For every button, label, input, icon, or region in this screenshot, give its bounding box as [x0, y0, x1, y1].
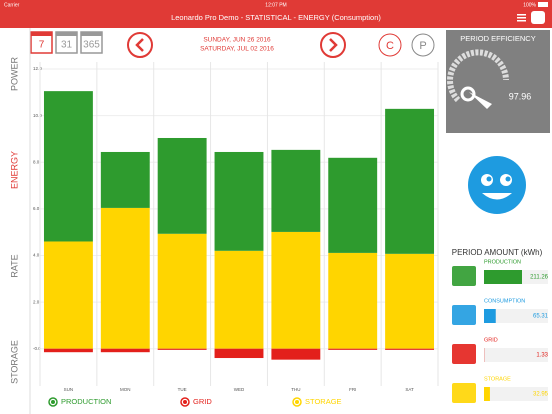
- bar-segment: [328, 252, 378, 349]
- smiley: [468, 156, 526, 214]
- bar-segment: [385, 108, 435, 254]
- x-tick-label: SUN: [64, 387, 74, 392]
- bar-segment: [271, 231, 321, 349]
- header-title: Leonardo Pro Demo - STATISTICAL - ENERGY…: [171, 13, 381, 22]
- amount-value: 211.26: [530, 275, 549, 281]
- menu-icon[interactable]: [517, 14, 526, 22]
- efficiency-box: [446, 30, 550, 133]
- bar-segment: [271, 149, 321, 232]
- y-tick-label: -0.0: [33, 346, 41, 351]
- amount-name: PRODUCTION: [484, 259, 521, 265]
- bar-segment: [100, 348, 150, 353]
- next-button[interactable]: [320, 32, 346, 58]
- period-icon-top: [81, 32, 102, 36]
- sidebar-item[interactable]: POWER: [9, 57, 19, 92]
- legend-label: STORAGE: [305, 397, 342, 406]
- amount-bar: [484, 387, 490, 401]
- amount-value: 65.31: [533, 314, 549, 320]
- amount-track: [484, 348, 548, 362]
- bar-segment: [43, 348, 93, 353]
- period-label: 365: [83, 40, 100, 51]
- y-tick-label: 4.0: [33, 253, 40, 258]
- x-tick-label: TUE: [178, 387, 187, 392]
- amount-name: GRID: [484, 337, 498, 343]
- x-tick-label: THU: [291, 387, 300, 392]
- p-label: P: [419, 40, 426, 52]
- y-tick-label: 10.0: [33, 113, 42, 118]
- amount-name: STORAGE: [484, 376, 511, 382]
- sidebar-item[interactable]: STORAGE: [9, 340, 19, 384]
- sidebar-item[interactable]: RATE: [9, 254, 19, 277]
- gauge-arc: [447, 49, 509, 103]
- bar-segment: [157, 137, 207, 234]
- c-label: C: [386, 40, 394, 52]
- bar-segment: [385, 253, 435, 349]
- amount-icon: [452, 266, 476, 286]
- amount-value: 32.95: [533, 392, 549, 398]
- amount-icon: [452, 305, 476, 325]
- amount-bar: [484, 309, 496, 323]
- amount-track: [484, 309, 548, 323]
- date-from: SUNDAY, JUN 26 2016: [203, 37, 271, 44]
- date-to: SATURDAY, JUL 02 2016: [200, 46, 274, 53]
- carrier: Carrier: [4, 2, 20, 8]
- bar-segment: [100, 207, 150, 349]
- prev-arrow: [135, 38, 144, 52]
- smiley-mouth: [482, 193, 512, 200]
- period-icon-top: [56, 32, 77, 36]
- amount-icon: [452, 344, 476, 364]
- bar-segment: [43, 241, 93, 349]
- amount-value: 1.33: [536, 353, 548, 359]
- period-label: 31: [61, 40, 73, 51]
- amount-name: CONSUMPTION: [484, 298, 525, 304]
- bar-segment: [328, 348, 378, 350]
- efficiency-value: 97.96: [509, 91, 532, 101]
- legend-label: GRID: [193, 397, 212, 406]
- y-tick-label: 6.0: [33, 206, 40, 211]
- smiley-pupil: [505, 176, 511, 182]
- logo[interactable]: [531, 11, 545, 24]
- p-button[interactable]: [411, 33, 435, 57]
- sidebar-item[interactable]: ENERGY: [9, 151, 19, 189]
- bar-segment: [214, 348, 264, 359]
- bar-segment: [43, 91, 93, 242]
- battery-icon: [538, 2, 548, 7]
- bar-segment: [100, 151, 150, 208]
- header-bar: [0, 0, 552, 28]
- y-tick-label: 12.0: [33, 66, 42, 71]
- bar-segment: [214, 250, 264, 349]
- bar-segment: [157, 233, 207, 349]
- amount-bar: [484, 270, 522, 284]
- x-tick-label: MON: [120, 387, 131, 392]
- bar-segment: [328, 157, 378, 253]
- next-arrow: [329, 38, 338, 52]
- bar-segment: [271, 348, 321, 360]
- period-label: 7: [39, 40, 45, 51]
- y-tick-label: 2.0: [33, 299, 40, 304]
- amount-track: [484, 387, 548, 401]
- legend-dot: [295, 400, 299, 404]
- legend-dot: [183, 400, 187, 404]
- legend-label: PRODUCTION: [61, 397, 111, 406]
- prev-button[interactable]: [127, 32, 153, 58]
- amount-icon: [452, 383, 476, 403]
- y-tick-label: 8.0: [33, 159, 40, 164]
- legend-dot: [51, 400, 55, 404]
- clock: 12:07 PM: [265, 2, 286, 8]
- gauge-hub: [460, 86, 476, 102]
- smiley-pupil: [486, 176, 492, 182]
- bar-segment: [157, 348, 207, 350]
- bar-segment: [214, 151, 264, 251]
- x-tick-label: SAT: [405, 387, 414, 392]
- battery: 100%: [523, 2, 536, 8]
- amounts-title: PERIOD AMOUNT (kWh): [452, 248, 543, 257]
- x-tick-label: FRI: [349, 387, 356, 392]
- period-icon-top: [31, 32, 52, 36]
- efficiency-title: PERIOD EFFICIENCY: [460, 34, 535, 43]
- c-button[interactable]: [378, 33, 402, 57]
- x-tick-label: WED: [234, 387, 245, 392]
- bar-segment: [385, 348, 435, 350]
